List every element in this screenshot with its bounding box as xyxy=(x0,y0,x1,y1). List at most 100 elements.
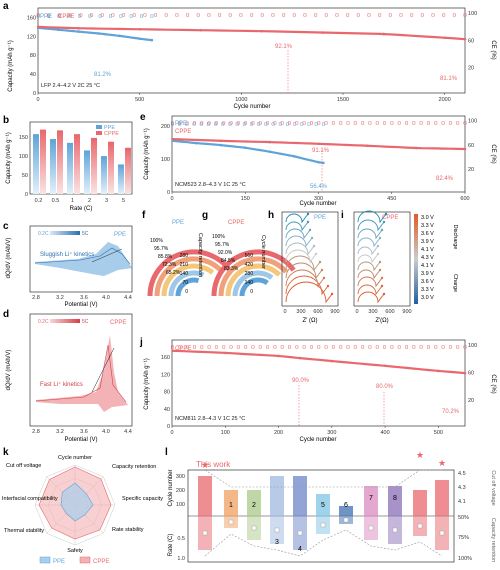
ce-series-a xyxy=(36,13,467,18)
arrow-d xyxy=(91,347,115,393)
xticks-h: 0 300 600 900 xyxy=(283,309,339,315)
ce-point-cppe xyxy=(331,345,335,349)
ce-point-cppe xyxy=(229,121,233,125)
capacity-point-cppe xyxy=(268,140,271,144)
plot-frame-i xyxy=(353,211,411,307)
ce-point-cppe xyxy=(288,121,291,125)
tag-d: CPPE xyxy=(110,320,126,326)
cv-curve-d xyxy=(35,344,127,403)
capacity-point-cppe xyxy=(199,28,202,32)
voltage-labels: 3.0 V 3.3 V 3.6 V 3.9 V 4.1 V 4.3 V 4.1 … xyxy=(421,215,434,301)
legend-hi-c: 5C xyxy=(82,231,89,237)
right-top-l: Cut off voltage xyxy=(490,470,496,505)
ytick-label: 80 xyxy=(30,53,36,59)
voltage-9: 3.3 V xyxy=(421,287,434,293)
rtick-l-1: 4.3 xyxy=(458,485,466,491)
retention-rings-g xyxy=(211,249,296,297)
bar-marker xyxy=(439,530,445,536)
legend-gradient-d xyxy=(50,319,80,323)
retention-rings-f xyxy=(147,249,232,297)
eis-curve xyxy=(357,210,387,224)
panel-a: a PPE CPPE 92.1% 81.2% 81.1% LFP 2.4–4.2… xyxy=(3,1,496,110)
plot-frame-c xyxy=(29,225,133,293)
xtick-b: 1 xyxy=(71,198,74,204)
tag-c: PPE xyxy=(114,232,126,238)
eis-curve xyxy=(357,219,385,232)
star-icon: ★ xyxy=(416,450,424,460)
comparison-bar-top xyxy=(316,494,330,516)
ce-point-cppe xyxy=(251,345,255,349)
bar-marker xyxy=(297,530,303,536)
ce-point-cppe xyxy=(303,13,307,17)
bar-number-8: 8 xyxy=(393,495,397,502)
panel-letter-e: e xyxy=(140,112,146,123)
ce-point-cppe xyxy=(368,345,372,349)
y2tick-label: 20 xyxy=(468,398,474,404)
legend-cppe-e: CPPE xyxy=(175,129,191,135)
xlabel-d: Potential (V) xyxy=(64,437,97,443)
eis-curve xyxy=(357,253,379,264)
eis-curve xyxy=(285,275,329,296)
bar-cppe xyxy=(91,137,97,194)
eis-curve xyxy=(285,255,321,272)
y2tick-label: 60 xyxy=(468,143,474,149)
xtick-label: 0 xyxy=(170,430,173,436)
capacity-point-cppe xyxy=(36,25,40,29)
capacity-point-ppe xyxy=(292,155,296,158)
ce-point-cppe xyxy=(397,121,401,125)
side-label-f: Capacity retention xyxy=(197,233,203,277)
cycle-g-2: 280 xyxy=(245,271,254,277)
ticks-b: 0 50 100 150 xyxy=(19,135,28,198)
comparison-bar-top xyxy=(270,476,284,516)
label-ppe-end-e: 56.4% xyxy=(310,184,328,190)
capacity-line-cppe xyxy=(38,25,466,41)
ce-point-ppe xyxy=(140,14,143,18)
ce-point-cppe xyxy=(309,121,313,125)
bar-marker xyxy=(109,142,113,146)
rtick-l-2: 4.1 xyxy=(458,499,466,505)
panel-letter-b: b xyxy=(3,115,9,126)
capacity-point-cppe xyxy=(443,36,446,40)
ce-point-cppe xyxy=(171,345,174,349)
xtick-b: 0.2 xyxy=(35,198,43,204)
xtick-d-0: 2.8 xyxy=(32,429,40,435)
eis-point xyxy=(314,252,318,256)
ce-point-cppe xyxy=(68,13,72,17)
ltick-l-3: 0.5 xyxy=(177,536,185,542)
comparison-bar-top xyxy=(293,476,307,516)
discharge-label: Discharge xyxy=(452,225,458,250)
plot-frame-e xyxy=(171,115,466,193)
capacity-point-cppe xyxy=(277,354,280,358)
cycle-g-1: 420 xyxy=(245,262,254,268)
ylabel-c: dQ/dV (mAh/V) xyxy=(6,238,12,279)
eis-point xyxy=(380,276,384,280)
ce-point-cppe xyxy=(390,345,394,349)
eis-point xyxy=(320,268,324,272)
legend-lo-c: 0.2C xyxy=(38,231,49,237)
legend-swatch-cppe-k xyxy=(79,556,91,564)
radar-label-7: Cut off voltage xyxy=(6,463,41,469)
capacity-point-cppe xyxy=(463,371,467,375)
capacity-point-ppe xyxy=(219,143,223,147)
y2tick-label: 100 xyxy=(468,11,477,17)
panel-l: l This work ★ ★ ★ Cycle number Rate (C) Cu… xyxy=(165,447,496,563)
eis-point xyxy=(378,236,382,240)
ce-point-cppe xyxy=(273,121,277,125)
panel-e: e PPE CPPE 91.1% 56.4% 82.4% NCM523 2.8–… xyxy=(140,112,496,207)
bar-marker xyxy=(58,130,62,134)
xtick-label: 0 xyxy=(36,97,39,103)
retention-g-4: 83.3% xyxy=(224,266,239,272)
conditions-j: NCM811 2.8–4.3 V 1C 25 °C xyxy=(175,416,245,422)
ce-point-cppe xyxy=(122,13,126,17)
tag-h: PPE xyxy=(314,215,326,221)
bar-ppe xyxy=(118,164,124,194)
ce-point-cppe xyxy=(185,345,189,349)
xtick-d-1: 3.2 xyxy=(56,429,64,435)
capacity-point-ppe xyxy=(322,161,325,165)
bar-cppe xyxy=(125,147,131,194)
panel-k: k Cycle number Capacity retention Specif… xyxy=(2,447,163,565)
xticks-d: 2.8 3.2 3.6 4.0 4.4 xyxy=(32,429,132,435)
capacity-point-ppe xyxy=(118,34,121,38)
eis-curve xyxy=(285,242,315,256)
conditions-a: LFP 2.4–4.2 V 2C 25 °C xyxy=(41,83,100,89)
